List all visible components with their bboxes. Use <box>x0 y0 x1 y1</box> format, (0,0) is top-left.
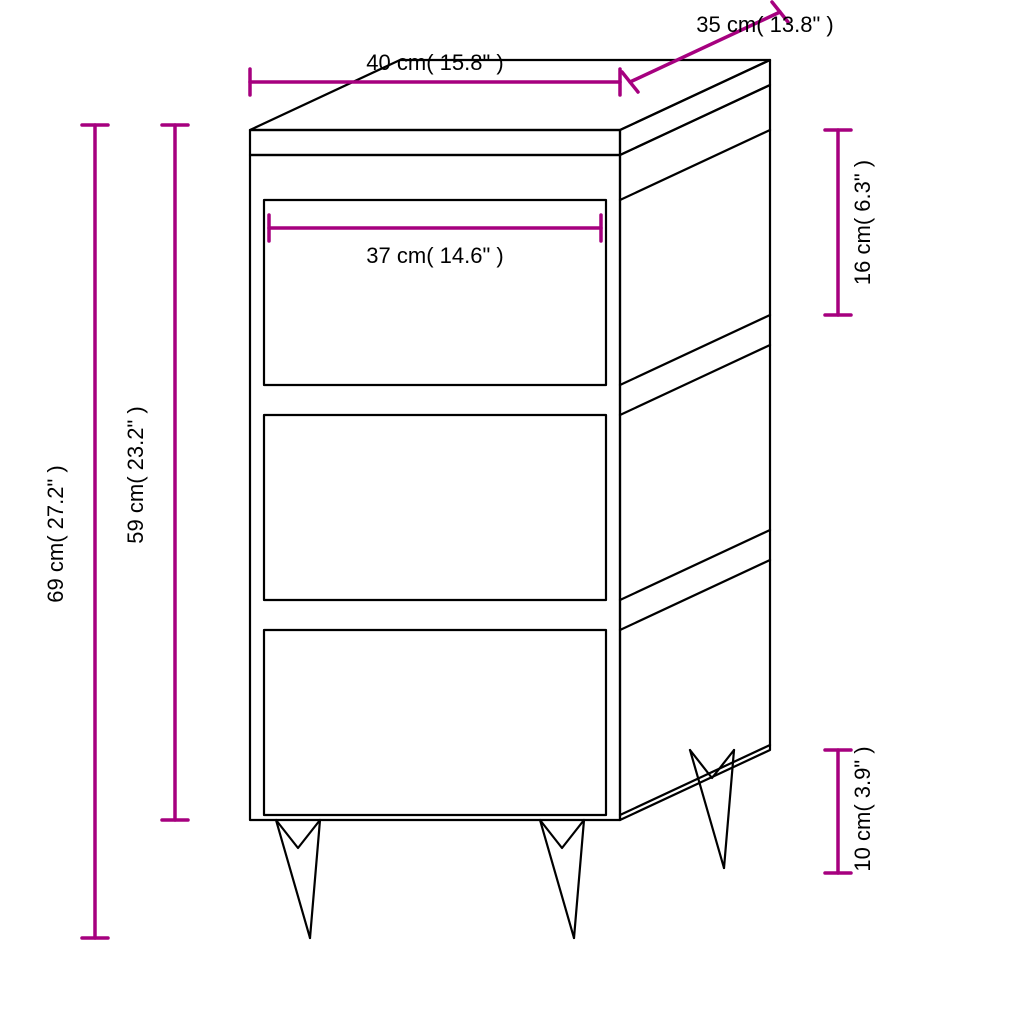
product-outline <box>250 60 770 938</box>
dim-drawer-width-label: 37 cm( 14.6" ) <box>366 243 503 268</box>
dimension-diagram: 40 cm( 15.8" ) 35 cm( 13.8" ) 37 cm( 14.6"… <box>0 0 1024 1024</box>
dim-leg-height-label: 10 cm( 3.9" ) <box>850 746 875 871</box>
dim-body-height-label: 59 cm( 23.2" ) <box>123 406 148 543</box>
dim-total-height-label: 69 cm( 27.2" ) <box>43 465 68 602</box>
dim-drawer-height-label: 16 cm( 6.3" ) <box>850 160 875 285</box>
dim-width-label: 40 cm( 15.8" ) <box>366 50 503 75</box>
dimension-lines: 40 cm( 15.8" ) 35 cm( 13.8" ) 37 cm( 14.6"… <box>43 2 875 872</box>
dim-depth-label: 35 cm( 13.8" ) <box>696 12 833 37</box>
